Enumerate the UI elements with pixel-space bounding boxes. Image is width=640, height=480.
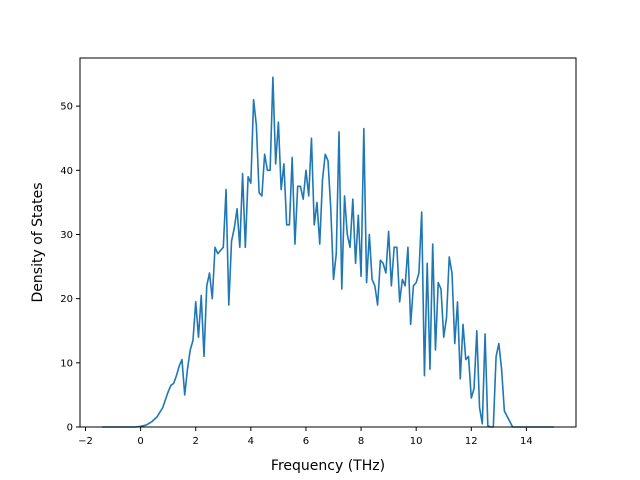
x-tick-label: 6 <box>303 436 309 447</box>
x-tick-label: 4 <box>248 436 254 447</box>
series-layer <box>102 76 554 428</box>
y-axis-ticks: 0 10 20 30 40 50 <box>60 102 80 434</box>
x-tick-label: 8 <box>358 436 364 447</box>
y-tick-label: 20 <box>60 294 73 305</box>
x-axis-title: Frequency (THz) <box>271 458 385 474</box>
y-tick-label: 50 <box>60 102 73 113</box>
x-tick-label: 0 <box>137 436 143 447</box>
y-tick-label: 10 <box>60 358 73 369</box>
x-tick-label: 2 <box>193 436 199 447</box>
x-tick-label: −2 <box>78 436 93 447</box>
x-tick-label: 14 <box>520 436 533 447</box>
y-axis-title: Density of States <box>30 183 46 303</box>
x-tick-label: 12 <box>465 436 478 447</box>
dos-line-series-0 <box>102 76 554 428</box>
plot-frame <box>79 57 577 428</box>
plot-background <box>80 58 576 427</box>
y-tick-label: 0 <box>67 423 73 434</box>
x-tick-label: 10 <box>410 436 423 447</box>
y-tick-label: 30 <box>60 230 73 241</box>
x-axis-ticks: −2 0 2 4 6 8 10 12 14 <box>78 427 533 447</box>
y-tick-label: 40 <box>60 166 73 177</box>
